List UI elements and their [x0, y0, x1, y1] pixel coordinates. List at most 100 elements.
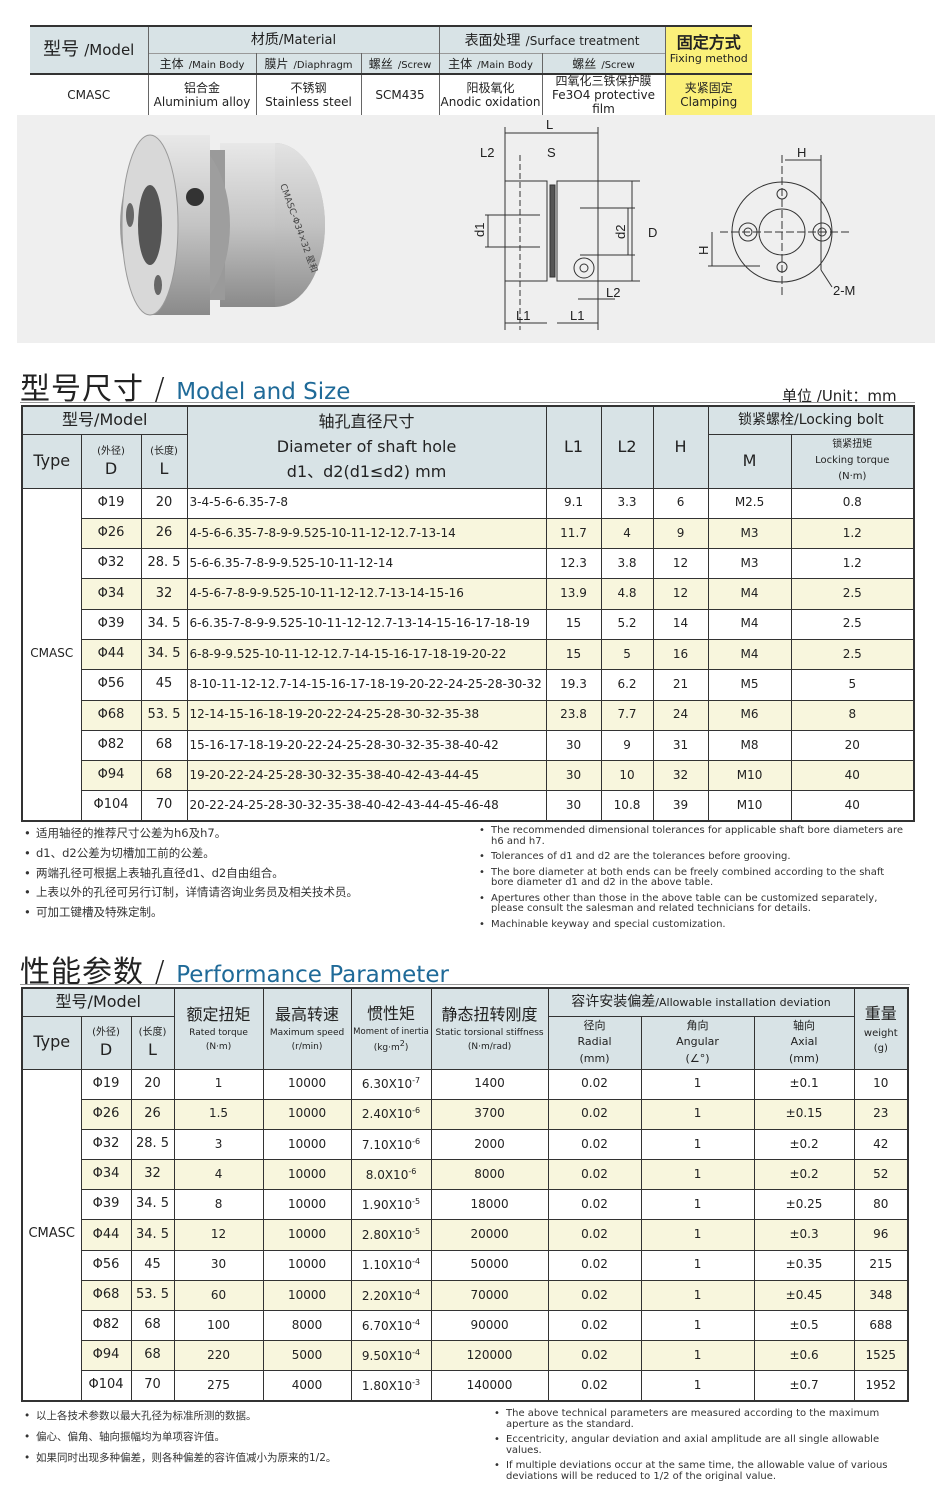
axial-cell: ±0.15: [753, 1098, 855, 1130]
max-speed-cell: 10000: [262, 1189, 352, 1221]
table-row: Φ32 28. 5 5-6-6.35-7-8-9-9.525-10-11-12-14…: [22, 548, 915, 580]
l1-cell: 15: [545, 608, 602, 640]
bolt-size-cell: M4: [707, 608, 792, 640]
size-table: 型号/Model 轴孔直径尺寸 Diameter of shaft hole d1、…: [21, 405, 916, 823]
angular-cell: 1: [640, 1340, 755, 1372]
inertia-header: 惯性矩 Moment of inertia (kg·m2): [350, 987, 432, 1070]
l2-header: L2: [600, 405, 654, 489]
divider: [20, 984, 910, 985]
diameter-cell: Φ56: [80, 1249, 132, 1281]
stiffness-cell: 70000: [430, 1279, 549, 1312]
note-item: 两端孔径可根据上表轴孔直径d1、d2自由组合。: [24, 864, 358, 884]
bolt-header: 锁紧螺栓/Locking bolt: [707, 405, 915, 435]
table-row: Φ94 68 19-20-22-24-25-28-30-32-35-38-40-42…: [22, 760, 915, 792]
table-row: Φ104 70 275 4000 1.80X10-3 140000 0.02 1 ±0.7 195…: [22, 1370, 909, 1402]
h-cell: 31: [652, 729, 709, 762]
max-speed-cell: 10000: [262, 1219, 352, 1251]
product-photo: CMASC-Φ34×32 星和: [120, 134, 325, 316]
inertia-exp: -6: [412, 1136, 421, 1146]
model-header: 型号/Model: [21, 405, 188, 435]
svg-text:L1: L1: [570, 308, 584, 323]
rated-torque-cell: 12: [173, 1219, 264, 1251]
d-header: (外径) D: [80, 433, 142, 489]
length-cell: 45: [130, 1249, 175, 1281]
bolt-size-cell: M4: [707, 578, 792, 610]
axial-cell: ±0.6: [753, 1340, 855, 1372]
radial-cell: 0.02: [547, 1159, 642, 1191]
inertia-cell: 1.80X10-3: [350, 1370, 432, 1402]
table-row: Φ44 34. 5 12 10000 2.80X10-5 20000 0.02 1 ±0.3 96: [22, 1219, 909, 1251]
stiffness-cell: 140000: [430, 1370, 549, 1402]
inertia-cell: 2.20X10-4: [350, 1279, 432, 1312]
length-cell: 68: [130, 1340, 175, 1372]
locking-torque-cell: 2.5: [790, 638, 915, 671]
diameter-cell: Φ104: [80, 790, 142, 822]
length-cell: 68: [140, 760, 188, 792]
table-row: Φ56 45 30 10000 1.10X10-4 50000 0.02 1 ±0.35 215: [22, 1249, 909, 1281]
angular-cell: 1: [640, 1219, 755, 1251]
locking-torque-cell: 1.2: [790, 517, 915, 550]
speed-header: 最高转速 Maximum speed (r/min): [262, 987, 352, 1070]
inertia-cell: 2.40X10-6: [350, 1098, 432, 1130]
bolt-size-cell: M8: [707, 729, 792, 762]
sub-header-cn: 主体: [448, 57, 473, 72]
l1-cell: 30: [545, 729, 602, 762]
axial-cell: ±0.25: [753, 1189, 855, 1221]
axial-cell: ±0.7: [753, 1370, 855, 1402]
inertia-exp: -5: [412, 1196, 421, 1206]
inertia-cell: 6.70X10-4: [350, 1309, 432, 1342]
diameter-cell: Φ56: [80, 669, 142, 701]
table-row: Φ68 53. 5 12-14-15-16-18-19-20-22-24-25-28…: [22, 699, 915, 731]
rated-torque-cell: 1.5: [173, 1098, 264, 1130]
diaphragm-material: 不锈钢 Stainless steel: [255, 72, 362, 118]
length-cell: 32: [140, 578, 188, 610]
svg-text:S: S: [547, 145, 556, 160]
bore-list-cell: 5-6-6.35-7-8-9-9.525-10-11-12-14: [186, 548, 547, 580]
axial-cell: ±0.3: [753, 1219, 855, 1251]
size-notes-cn: 适用轴径的推荐尺寸公差为h6及h7。d1、d2公差为切槽加工前的公差。两端孔径可…: [24, 824, 358, 923]
rated-torque-cell: 4: [173, 1159, 264, 1191]
inertia-base: 8.0X10: [365, 1167, 409, 1182]
rated-torque-cell: 60: [173, 1279, 264, 1312]
angular-cell: 1: [640, 1249, 755, 1281]
angular-cell: 1: [640, 1370, 755, 1402]
radial-cell: 0.02: [547, 1340, 642, 1372]
length-cell: 28. 5: [130, 1128, 175, 1161]
sub-header: 膜片 /Diaphragm: [255, 52, 362, 74]
radial-cell: 0.02: [547, 1249, 642, 1281]
inertia-cell: 7.10X10-6: [350, 1128, 432, 1161]
diameter-cell: Φ82: [80, 1309, 132, 1342]
bolt-size-cell: M3: [707, 517, 792, 550]
inertia-exp: -4: [412, 1317, 421, 1327]
l2-cell: 10: [600, 760, 654, 792]
svg-text:L2: L2: [606, 285, 620, 300]
sub-header: 螺丝 /Screw: [360, 52, 440, 74]
l1-cell: 23.8: [545, 699, 602, 731]
inertia-base: 6.70X10: [361, 1318, 413, 1333]
inertia-exp: -4: [412, 1257, 421, 1267]
surface-body: 阳极氧化 Anodic oxidation: [438, 72, 543, 118]
weight-cell: 23: [853, 1098, 909, 1130]
inertia-base: 6.30X10: [361, 1077, 413, 1092]
length-cell: 26: [140, 517, 188, 550]
sub-header-en: /Main Body: [477, 60, 533, 72]
table-row: Φ82 68 15-16-17-18-19-20-22-24-25-28-30-32…: [22, 729, 915, 762]
fixing-header: 固定方式 Fixing method: [664, 26, 752, 74]
l2-cell: 4: [600, 517, 654, 550]
table-row: Φ56 45 8-10-11-12-12.7-14-15-16-17-18-19-2…: [22, 669, 915, 701]
radial-header: 径向 Radial (mm): [547, 1015, 642, 1070]
l1-cell: 11.7: [545, 517, 602, 550]
bolt-size-cell: M5: [707, 669, 792, 701]
locking-torque-cell: 20: [790, 729, 915, 762]
note-item: Tolerances of d1 and d2 are the toleranc…: [477, 851, 907, 863]
length-cell: 34. 5: [130, 1189, 175, 1221]
weight-cell: 80: [853, 1189, 909, 1221]
stiffness-header: 静态扭转刚度 Static torsional stiffness (N·m/rad…: [430, 987, 549, 1070]
angular-cell: 1: [640, 1068, 755, 1100]
max-speed-cell: 10000: [262, 1279, 352, 1312]
h-cell: 6: [652, 487, 709, 519]
axial-cell: ±0.1: [753, 1068, 855, 1100]
bore-list-cell: 4-5-6-7-8-9-9.525-10-11-12-12.7-13-14-15…: [186, 578, 547, 610]
l2-cell: 3.8: [600, 548, 654, 580]
note-item: The above technical parameters are measu…: [492, 1408, 912, 1430]
